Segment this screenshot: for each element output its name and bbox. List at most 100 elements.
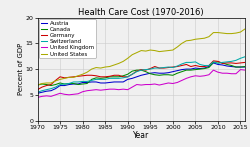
Canada bbox=[68, 83, 70, 84]
Canada bbox=[171, 74, 174, 76]
Germany bbox=[113, 74, 116, 76]
Germany bbox=[234, 63, 238, 64]
Switzerland bbox=[158, 67, 161, 69]
United States bbox=[189, 39, 192, 41]
Germany bbox=[158, 67, 161, 69]
Canada bbox=[189, 69, 192, 71]
United States bbox=[45, 82, 48, 84]
Austria bbox=[86, 82, 88, 83]
Austria bbox=[63, 85, 66, 86]
Germany bbox=[63, 77, 66, 79]
Canada bbox=[36, 84, 39, 86]
United States bbox=[230, 33, 233, 34]
Switzerland bbox=[198, 64, 202, 65]
Switzerland bbox=[239, 57, 242, 59]
Austria bbox=[45, 90, 48, 92]
Canada bbox=[203, 68, 206, 69]
United Kingdom bbox=[230, 73, 233, 75]
Germany bbox=[81, 75, 84, 77]
Switzerland bbox=[72, 81, 75, 83]
Line: Austria: Austria bbox=[38, 63, 245, 93]
Canada bbox=[81, 83, 84, 85]
United States bbox=[171, 49, 174, 51]
United States bbox=[63, 77, 66, 79]
United Kingdom bbox=[149, 84, 152, 85]
United Kingdom bbox=[72, 93, 75, 95]
Austria bbox=[244, 66, 246, 68]
United States bbox=[203, 37, 206, 39]
Germany bbox=[149, 68, 152, 69]
Germany bbox=[162, 67, 165, 69]
United States bbox=[144, 50, 147, 52]
Y-axis label: Percent of GDP: Percent of GDP bbox=[18, 43, 24, 95]
Canada bbox=[221, 62, 224, 64]
United States bbox=[140, 50, 143, 51]
United States bbox=[239, 31, 242, 33]
Germany bbox=[226, 62, 228, 64]
Legend: Austria, Canada, Germany, Switzerland, United Kingdom, United States: Austria, Canada, Germany, Switzerland, U… bbox=[39, 19, 96, 58]
United States bbox=[81, 73, 84, 75]
Switzerland bbox=[212, 61, 215, 63]
United Kingdom bbox=[76, 93, 80, 95]
United States bbox=[108, 66, 111, 67]
Austria bbox=[198, 68, 202, 69]
United Kingdom bbox=[234, 73, 238, 75]
Switzerland bbox=[36, 91, 39, 93]
United Kingdom bbox=[158, 84, 161, 86]
Austria bbox=[108, 82, 111, 83]
Switzerland bbox=[95, 78, 98, 80]
Canada bbox=[167, 74, 170, 76]
Canada bbox=[45, 84, 48, 85]
Switzerland bbox=[122, 77, 125, 79]
Canada bbox=[72, 83, 75, 84]
United Kingdom bbox=[81, 91, 84, 93]
United States bbox=[40, 83, 43, 84]
Switzerland bbox=[45, 89, 48, 91]
United Kingdom bbox=[58, 92, 61, 94]
Switzerland bbox=[230, 61, 233, 62]
Germany bbox=[194, 65, 197, 66]
Line: United States: United States bbox=[38, 29, 245, 85]
Switzerland bbox=[167, 66, 170, 68]
United States bbox=[244, 28, 246, 30]
United Kingdom bbox=[226, 72, 228, 74]
Austria bbox=[122, 81, 125, 83]
Austria bbox=[50, 90, 52, 92]
Germany bbox=[176, 66, 179, 67]
Austria bbox=[167, 72, 170, 74]
United Kingdom bbox=[244, 69, 246, 71]
United States bbox=[95, 67, 98, 68]
United Kingdom bbox=[40, 96, 43, 97]
United States bbox=[50, 82, 52, 84]
Canada bbox=[126, 73, 129, 75]
United Kingdom bbox=[117, 89, 120, 91]
Switzerland bbox=[149, 68, 152, 70]
United States bbox=[176, 46, 179, 48]
Germany bbox=[58, 76, 61, 78]
Canada bbox=[58, 82, 61, 84]
Switzerland bbox=[50, 88, 52, 90]
Germany bbox=[216, 61, 220, 62]
Germany bbox=[171, 66, 174, 68]
United States bbox=[76, 75, 80, 77]
Austria bbox=[131, 77, 134, 79]
United Kingdom bbox=[54, 94, 57, 96]
Austria bbox=[140, 74, 143, 76]
United States bbox=[90, 68, 93, 70]
Germany bbox=[239, 62, 242, 64]
Switzerland bbox=[40, 90, 43, 92]
United States bbox=[58, 78, 61, 80]
Austria bbox=[72, 83, 75, 85]
United States bbox=[198, 38, 202, 40]
Canada bbox=[149, 73, 152, 75]
Austria bbox=[158, 72, 161, 74]
Switzerland bbox=[86, 81, 88, 82]
Austria bbox=[135, 76, 138, 78]
Switzerland bbox=[58, 84, 61, 85]
Austria bbox=[230, 66, 233, 67]
Canada bbox=[185, 69, 188, 71]
United States bbox=[194, 38, 197, 40]
Switzerland bbox=[63, 83, 66, 85]
Austria bbox=[239, 66, 242, 68]
Germany bbox=[86, 74, 88, 76]
